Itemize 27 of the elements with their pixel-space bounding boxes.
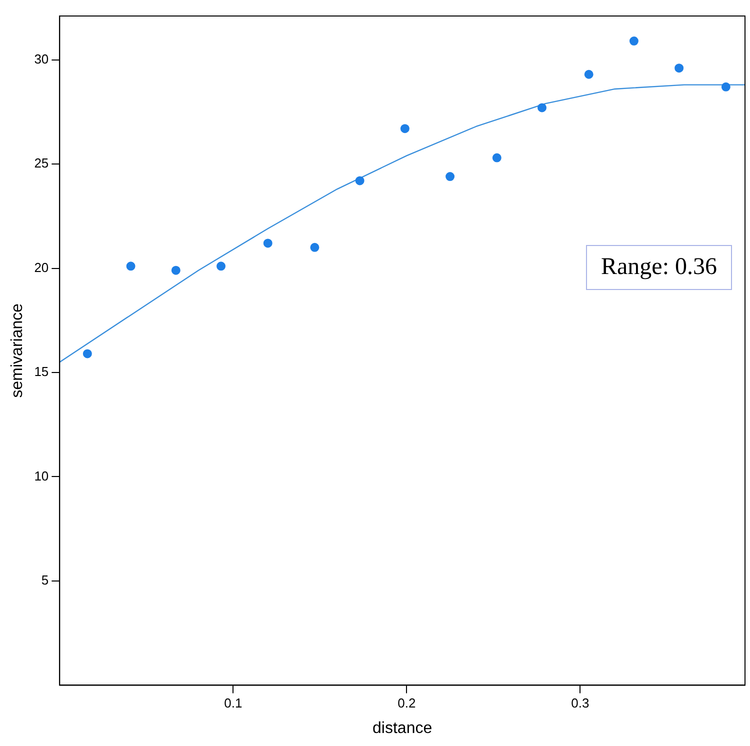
point: [538, 103, 546, 112]
point: [82, 349, 92, 358]
point: [584, 70, 594, 79]
y-axis-title: semivariance: [9, 303, 26, 398]
point: [355, 176, 364, 186]
point: [492, 153, 502, 162]
y-tick-label: 30: [34, 51, 49, 66]
point: [629, 36, 638, 46]
annotation: Range: 0.36: [586, 245, 732, 290]
point: [171, 266, 180, 275]
y-tick-label: 20: [34, 260, 49, 275]
point: [263, 238, 272, 248]
y-tick-label: 15: [34, 364, 49, 380]
point: [310, 242, 320, 252]
x-axis-title: distance: [372, 720, 432, 737]
point: [400, 124, 410, 134]
point: [674, 64, 684, 73]
x-tick-label: 0.2: [398, 696, 416, 711]
point: [721, 82, 730, 92]
point: [126, 262, 136, 271]
point: [446, 172, 455, 182]
x-tick-label: 0.1: [224, 696, 242, 711]
y-tick-label: 25: [34, 156, 49, 171]
x-tick-label: 0.3: [571, 696, 590, 711]
point: [216, 262, 226, 271]
y-tick-label: 5: [41, 572, 49, 588]
y-tick-label: 10: [34, 468, 49, 484]
